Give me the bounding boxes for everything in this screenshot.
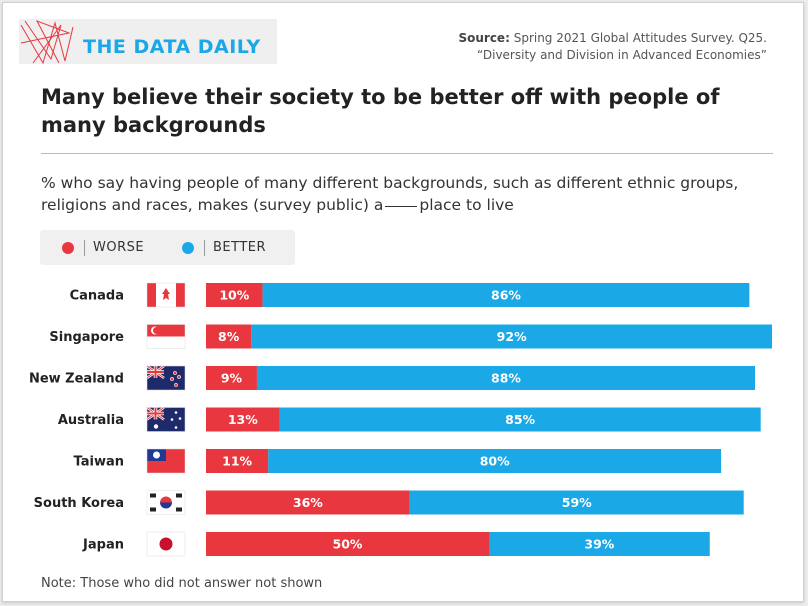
- legend-swatch: [62, 241, 74, 254]
- value-label: 86%: [491, 288, 521, 303]
- flag: [170, 377, 174, 381]
- flag: [159, 537, 173, 551]
- subtitle-part: place to live: [419, 196, 514, 214]
- legend-swatch: [182, 241, 194, 254]
- flag-icon: [146, 406, 185, 432]
- flag-border: [146, 448, 186, 474]
- legend-separator: [84, 239, 85, 256]
- flag: [160, 502, 172, 509]
- flag: [147, 407, 164, 420]
- flag: [173, 371, 177, 375]
- flag: [170, 418, 174, 421]
- value-label: 92%: [497, 329, 527, 344]
- bar-segment: [206, 407, 280, 432]
- bar-segment: [206, 532, 489, 556]
- flag-border: [146, 324, 186, 349]
- source: Source: Spring 2021 Global Attitudes Sur…: [458, 30, 767, 64]
- bar-segment: [268, 449, 722, 473]
- divider: [41, 153, 773, 154]
- flag: [147, 366, 164, 378]
- category-label: Australia: [58, 413, 124, 428]
- flag-icon: [147, 532, 185, 556]
- flag: [176, 493, 182, 498]
- value-label: 80%: [480, 454, 510, 469]
- value-label: 13%: [228, 412, 258, 427]
- value-label: 88%: [491, 371, 521, 386]
- category-label: Japan: [82, 538, 124, 553]
- category-label: Singapore: [49, 330, 124, 345]
- category-label: South Korea: [34, 496, 124, 511]
- flag-icon: [147, 449, 185, 473]
- flag: [147, 283, 156, 307]
- value-label: 36%: [293, 495, 323, 510]
- bar-segment: [206, 366, 257, 390]
- flag: [147, 336, 185, 349]
- flag-border: [146, 365, 186, 391]
- blank: [385, 206, 418, 207]
- flag-border: [146, 531, 186, 557]
- category-label: New Zealand: [29, 372, 124, 387]
- source-label: Source:: [458, 31, 510, 45]
- flag: [153, 451, 160, 459]
- chart-title: Many believe their society to be better …: [41, 85, 720, 137]
- subtitle: % who say having people of many differen…: [41, 172, 781, 216]
- flag: [153, 424, 159, 429]
- flag: [176, 507, 182, 512]
- bar-segment: [206, 324, 252, 349]
- bar-segment: [206, 283, 263, 307]
- chart: Canada 10% 86% Singapore 8% 92% New Zealand 9% 8…: [19, 19, 772, 557]
- flag: [160, 496, 172, 503]
- value-label: 8%: [218, 329, 240, 344]
- source-line: Spring 2021 Global Attitudes Survey. Q25…: [513, 31, 767, 45]
- flag: [178, 417, 182, 420]
- flag: [176, 283, 185, 307]
- bar-segment: [409, 490, 744, 515]
- bar-segment: [256, 366, 756, 390]
- value-label: 9%: [221, 371, 243, 386]
- flag: [150, 493, 156, 498]
- flag: [174, 383, 178, 387]
- value-label: 50%: [333, 537, 363, 552]
- category-label: Taiwan: [74, 455, 124, 470]
- value-label: 11%: [222, 454, 252, 469]
- category-label: Canada: [70, 289, 124, 304]
- legend-item: BETTER: [182, 230, 266, 265]
- bar-segment: [251, 324, 772, 349]
- value-label: 10%: [219, 288, 249, 303]
- bar-segment: [262, 283, 750, 307]
- flag-border: [146, 282, 186, 308]
- flag-icon: [147, 490, 185, 515]
- bar-segment: [489, 532, 710, 556]
- bar-segment: [279, 407, 761, 432]
- flag-border: [146, 407, 186, 432]
- value-label: 59%: [562, 495, 592, 510]
- brand: THE DATA DAILY: [83, 36, 261, 58]
- value-label: 85%: [505, 412, 535, 427]
- bar-segment: [206, 490, 410, 515]
- flag: [150, 507, 156, 512]
- legend-label: WORSE: [93, 240, 145, 255]
- flag: [174, 426, 178, 429]
- bar-segment: [206, 449, 269, 473]
- subtitle-part: % who say having people of many differen…: [41, 174, 739, 214]
- flag: [174, 411, 178, 414]
- legend-item: WORSE: [62, 230, 144, 265]
- flag-border: [146, 490, 186, 515]
- legend-label: BETTER: [213, 240, 267, 255]
- flag-icon: [146, 364, 185, 390]
- logo-box: [19, 19, 277, 64]
- legend: WORSE BETTER: [40, 230, 295, 265]
- flag-icon: [147, 283, 185, 307]
- legend-separator: [204, 239, 205, 256]
- flag: [153, 327, 160, 334]
- source-line: “Diversity and Division in Advanced Econ…: [477, 48, 767, 62]
- note: Note: Those who did not answer not shown: [41, 576, 323, 591]
- value-label: 39%: [584, 537, 614, 552]
- logo-mark: [20, 20, 74, 65]
- flag-icon: [147, 324, 185, 349]
- flag: [177, 375, 181, 379]
- flag: [162, 288, 170, 300]
